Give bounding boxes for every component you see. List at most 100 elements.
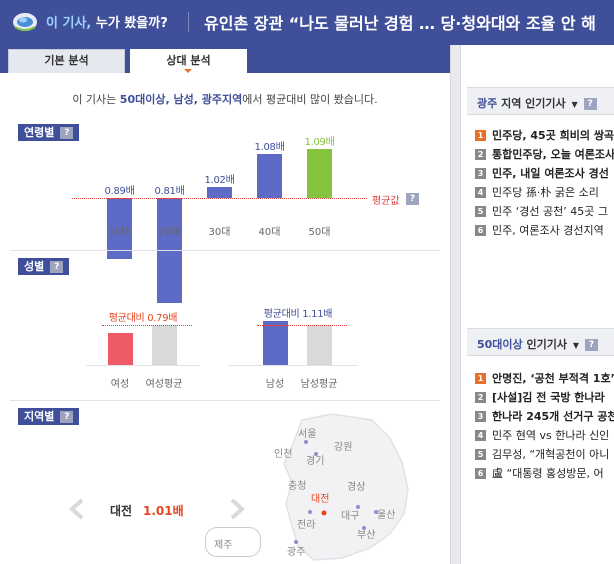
header-divider <box>188 12 189 32</box>
article-title[interactable]: 김무성, “개혁공천이 아니 <box>492 448 610 461</box>
gender-bar-value: 평균대비 0.79배 <box>108 313 178 324</box>
logo-icon <box>13 13 37 31</box>
section-title-age: 연령별? <box>18 124 80 141</box>
rank-badge: 1 <box>475 373 486 384</box>
tab-basic-analysis[interactable]: 기본 분석 <box>8 49 125 73</box>
article-list-item[interactable]: 6 盧 “대통령 홍성방문, 어 <box>475 465 614 484</box>
section-divider <box>10 400 440 401</box>
age-category-label: 20대 <box>158 227 181 238</box>
article-title[interactable]: 안명진, ‘공천 부적격 1호’ <box>492 372 614 385</box>
gender-bar-male[interactable] <box>263 320 288 365</box>
age-bar[interactable] <box>257 154 282 198</box>
age-bar[interactable] <box>307 148 332 198</box>
next-region-arrow-icon[interactable] <box>226 497 248 521</box>
region-label[interactable]: 대전 <box>311 494 330 505</box>
article-list-item[interactable]: 3 한나라 245개 선거구 공천 <box>475 408 614 427</box>
previous-region-arrow-icon[interactable] <box>66 497 88 521</box>
region-label[interactable]: 경상 <box>347 482 366 493</box>
article-list-item[interactable]: 5 민주 ‘경선 공천’ 45곳 그 <box>475 203 614 222</box>
region-label[interactable]: 강원 <box>334 442 353 453</box>
article-list-item[interactable]: 4 민주당 孫·朴 굵은 소리 <box>475 184 614 203</box>
tab-bar: 기본 분석 상대 분석 <box>0 45 450 73</box>
selected-region-value: 1.01배 <box>143 504 184 518</box>
region-label[interactable]: 부산 <box>357 530 376 541</box>
article-headline[interactable]: 유인촌 장관 “나도 물러난 경험 … 당·청와대와 조율 안 해 <box>204 14 596 33</box>
region-label[interactable]: 경기 <box>306 456 325 467</box>
rank-badge: 3 <box>475 411 486 422</box>
gender-average-line <box>257 325 347 326</box>
age-bar-value: 0.81배 <box>154 186 185 197</box>
age-category-label: 40대 <box>258 227 281 238</box>
article-title[interactable]: 통합민주당, 오늘 여론조사 <box>492 148 614 161</box>
app-header: 이 기사, 누가 봤을까? 유인촌 장관 “나도 물러난 경험 … 당·청와대와… <box>0 0 614 45</box>
help-icon[interactable]: ? <box>60 411 74 423</box>
rank-badge: 4 <box>475 430 486 441</box>
help-icon[interactable]: ? <box>584 339 598 351</box>
gender-category-label: 남성평균 <box>300 379 338 390</box>
average-line <box>72 198 367 199</box>
dropdown-caret-icon: ▼ <box>571 100 578 109</box>
age-popular-header[interactable]: 50대이상 인기기사 ▼? <box>467 328 614 356</box>
gender-category-label: 여성 <box>110 379 130 390</box>
rank-badge: 2 <box>475 392 486 403</box>
article-list-item[interactable]: 5 김무성, “개혁공천이 아니 <box>475 446 614 465</box>
article-list-item[interactable]: 1 안명진, ‘공천 부적격 1호’ <box>475 370 614 389</box>
help-icon[interactable]: ? <box>583 98 597 110</box>
article-list-item[interactable]: 2 [사설]김 전 국방 한나라 <box>475 389 614 408</box>
age-bar[interactable] <box>107 198 132 259</box>
article-title[interactable]: 盧 “대통령 홍성방문, 어 <box>492 467 604 480</box>
panel-divider-scrollbar <box>450 45 460 564</box>
age-popular-list: 1 안명진, ‘공천 부적격 1호’ 2 [사설]김 전 국방 한나라 3 한나라 245… <box>475 370 614 484</box>
rank-badge: 6 <box>475 225 486 236</box>
region-label[interactable]: 울산 <box>377 510 396 521</box>
article-title[interactable]: 민주, 여론조사 경선지역 <box>492 224 604 237</box>
region-label[interactable]: 전라 <box>297 520 316 531</box>
article-title[interactable]: 민주당 孫·朴 굵은 소리 <box>492 186 599 199</box>
average-value-label: 평균값 <box>372 196 400 207</box>
article-title[interactable]: 민주 현역 vs 한나라 신인 <box>492 429 610 442</box>
rank-badge: 3 <box>475 168 486 179</box>
brand-title: 이 기사, 누가 봤을까? <box>46 16 168 31</box>
region-label[interactable]: 충청 <box>288 481 307 492</box>
rank-badge: 6 <box>475 468 486 479</box>
gender-axis <box>228 365 358 366</box>
region-label[interactable]: 인천 <box>274 449 293 460</box>
gender-avg-bar-female <box>152 325 177 365</box>
age-category-label: 50대 <box>308 227 331 238</box>
gender-bar-female[interactable] <box>108 333 133 365</box>
article-title[interactable]: 민주 ‘경선 공천’ 45곳 그 <box>492 205 608 218</box>
article-title[interactable]: 민주당, 45곳 희비의 쌍곡선 <box>492 129 614 142</box>
region-label[interactable]: 광주 <box>287 547 306 558</box>
article-title[interactable]: 한나라 245개 선거구 공천 <box>492 410 614 423</box>
rank-badge: 4 <box>475 187 486 198</box>
selected-region-name: 대전 <box>110 504 133 518</box>
gender-avg-bar-male <box>307 325 332 365</box>
section-title-region: 지역별? <box>18 408 80 425</box>
article-list-item[interactable]: 4 민주 현역 vs 한나라 신인 <box>475 427 614 446</box>
region-popular-header[interactable]: 광주 지역 인기기사 ▼? <box>467 87 614 115</box>
gender-axis <box>86 365 200 366</box>
gender-category-label: 남성 <box>265 379 285 390</box>
section-title-gender: 성별? <box>18 258 70 275</box>
rank-badge: 2 <box>475 149 486 160</box>
article-list-item[interactable]: 6 민주, 여론조사 경선지역 <box>475 222 614 241</box>
article-list-item[interactable]: 2 통합민주당, 오늘 여론조사 <box>475 146 614 165</box>
section-divider <box>10 250 440 251</box>
region-label[interactable]: 서울 <box>298 429 317 440</box>
age-bar[interactable] <box>207 187 232 198</box>
summary-text: 이 기사는 50대이상, 남성, 광주지역에서 평균대비 많이 봤습니다. <box>72 93 378 106</box>
article-list-item[interactable]: 1 민주당, 45곳 희비의 쌍곡선 <box>475 127 614 146</box>
help-icon[interactable]: ? <box>60 127 74 139</box>
article-title[interactable]: [사설]김 전 국방 한나라 <box>492 391 605 404</box>
help-icon[interactable]: ? <box>406 193 419 205</box>
age-category-label: 10대 <box>108 227 131 238</box>
article-list-item[interactable]: 3 민주, 내일 여론조사 경선 <box>475 165 614 184</box>
region-jeju[interactable]: 제주 <box>205 527 261 557</box>
korea-map[interactable] <box>262 412 438 564</box>
age-bar-value: 1.09배 <box>304 136 335 148</box>
region-label[interactable]: 대구 <box>341 511 360 522</box>
age-bar-value: 1.08배 <box>254 142 285 153</box>
region-popular-list: 1 민주당, 45곳 희비의 쌍곡선 2 통합민주당, 오늘 여론조사 3 민주, 내일 … <box>475 127 614 241</box>
help-icon[interactable]: ? <box>50 261 64 273</box>
article-title[interactable]: 민주, 내일 여론조사 경선 <box>492 167 609 180</box>
